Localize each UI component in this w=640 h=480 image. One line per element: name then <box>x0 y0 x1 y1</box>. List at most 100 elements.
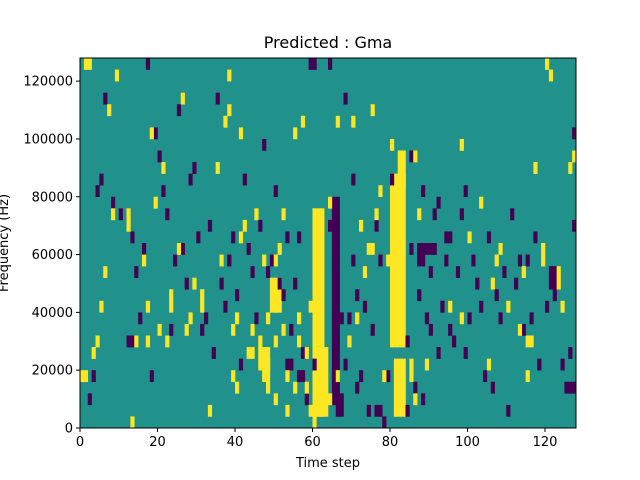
chart-title: Predicted : Gma <box>264 33 392 52</box>
heatmap-cell-high <box>517 323 523 336</box>
heatmap-cell-high <box>99 300 104 313</box>
heatmap-cell-low <box>537 358 542 371</box>
heatmap-cell-high <box>235 381 240 394</box>
heatmap-cell-high <box>409 358 414 371</box>
heatmap-cell-low <box>479 300 484 313</box>
x-tick-label: 80 <box>382 435 399 450</box>
heatmap-cell-high <box>103 266 108 278</box>
heatmap-cell-low <box>231 231 236 244</box>
heatmap-cell-low <box>111 196 116 209</box>
heatmap-cell-high <box>494 254 499 267</box>
heatmap-cell-high <box>541 254 546 267</box>
heatmap-cell-low <box>176 104 182 117</box>
heatmap-cell-low <box>529 312 534 325</box>
heatmap-cell-low <box>440 300 445 313</box>
heatmap-cell-low <box>254 312 259 325</box>
heatmap-cell-high <box>227 69 232 82</box>
heatmap-cell-low <box>235 289 240 302</box>
heatmap-cell-low <box>502 266 507 278</box>
heatmap-cell-high <box>161 162 166 174</box>
heatmap-cell-low <box>428 266 433 278</box>
heatmap-cell-high <box>153 196 158 209</box>
heatmap-cell-low <box>463 347 468 359</box>
heatmap-cell-high <box>409 370 414 383</box>
heatmap-region-low <box>417 243 426 267</box>
heatmap-cell-low <box>130 231 135 244</box>
heatmap-cell-low <box>452 335 457 348</box>
plot-area <box>79 57 577 429</box>
heatmap-cell-low <box>428 323 433 336</box>
heatmap-cell-high <box>498 243 503 255</box>
heatmap-cell-high <box>231 323 236 336</box>
heatmap-cell-high <box>126 219 131 232</box>
heatmap-region-high <box>393 358 406 417</box>
heatmap-cell-high <box>277 243 282 255</box>
heatmap-cell-high <box>250 323 255 336</box>
heatmap-cell-high <box>335 115 340 128</box>
heatmap-cell-low <box>250 266 255 278</box>
heatmap-cell-low <box>347 312 352 325</box>
heatmap-cell-high <box>273 254 278 267</box>
x-tick-label: 60 <box>304 435 321 450</box>
heatmap-cell-high <box>254 208 259 221</box>
heatmap-cell-low <box>359 370 364 383</box>
heatmap-cell-high <box>165 335 170 348</box>
heatmap-cell-low <box>467 312 472 325</box>
heatmap-cell-low <box>242 173 247 186</box>
heatmap-cell-high <box>83 370 89 383</box>
heatmap-cell-low <box>351 254 356 267</box>
heatmap-cell-high <box>304 347 309 359</box>
heatmap-cell-high <box>351 115 356 128</box>
heatmap-cell-low <box>355 381 360 394</box>
heatmap-cell-low <box>153 127 158 140</box>
heatmap-cell-high <box>308 404 313 417</box>
heatmap-cell-high <box>169 289 174 302</box>
y-tick-label: 0 <box>65 422 73 437</box>
heatmap-region-high <box>316 347 329 417</box>
heatmap-cell-low <box>409 150 414 163</box>
heatmap-cell-low <box>475 277 480 290</box>
heatmap-cell-low <box>238 358 244 371</box>
heatmap-region-high <box>390 173 406 348</box>
heatmap-cell-low <box>138 312 143 325</box>
heatmap-cell-high <box>227 104 232 117</box>
heatmap-region-low <box>564 381 577 394</box>
heatmap-cell-high <box>424 358 430 371</box>
heatmap-cell-high <box>192 277 197 290</box>
y-tick-label: 80000 <box>32 190 73 205</box>
heatmap-cell-low <box>339 312 344 325</box>
heatmap-cell-high <box>304 381 309 394</box>
heatmap-cell-high <box>370 104 375 117</box>
heatmap-cell-low <box>103 92 108 105</box>
heatmap-cell-low <box>432 208 437 221</box>
heatmap-cell-low <box>308 58 313 70</box>
heatmap-cell-low <box>374 219 379 232</box>
heatmap-cell-low <box>223 300 228 313</box>
heatmap-cell-high <box>215 162 220 174</box>
heatmap-region-low <box>572 219 577 232</box>
heatmap-cell-low <box>207 219 213 232</box>
heatmap-cell-high <box>87 58 92 70</box>
heatmap-region-low <box>548 266 557 290</box>
heatmap-cell-low <box>91 370 96 383</box>
heatmap-cell-low <box>173 254 178 267</box>
heatmap-cell-high <box>417 208 422 221</box>
heatmap-cell-high <box>219 254 224 267</box>
x-axis: 0 20 40 60 80 100 120 <box>76 428 557 450</box>
heatmap-cell-low <box>413 381 418 394</box>
heatmap-cell-low <box>281 289 286 302</box>
heatmap-cell-high <box>134 335 139 348</box>
heatmap-cell-high <box>200 289 205 302</box>
heatmap-cell-low <box>378 254 383 267</box>
heatmap-cell-high <box>200 300 205 313</box>
y-tick-label: 100000 <box>23 132 73 147</box>
heatmap-cell-high <box>149 127 154 140</box>
heatmap-cell-high <box>273 393 278 406</box>
heatmap-cell-low <box>409 243 414 255</box>
heatmap-cell-high <box>169 300 174 313</box>
heatmap-cell-high <box>556 266 561 278</box>
heatmap-cell-low <box>285 231 290 244</box>
heatmap-cell-high <box>184 323 189 336</box>
heatmap-cell-high <box>285 404 290 417</box>
heatmap-cell-low <box>142 243 147 255</box>
